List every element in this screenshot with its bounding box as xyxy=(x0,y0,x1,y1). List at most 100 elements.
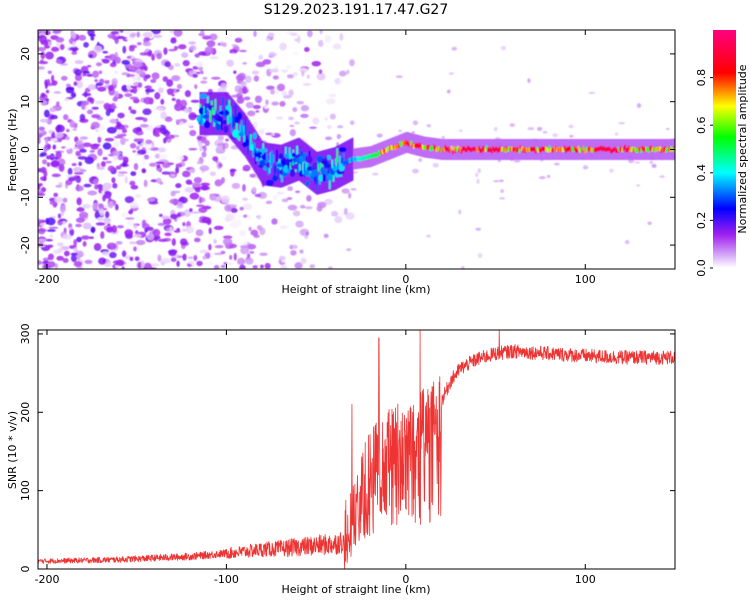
trace-core xyxy=(335,158,337,171)
noise-blob xyxy=(318,39,324,48)
trace-core xyxy=(558,147,561,152)
noise-blob xyxy=(176,89,180,92)
trace-core xyxy=(630,147,633,153)
trace-core xyxy=(397,143,400,148)
trace-core xyxy=(467,145,469,151)
trace-blob xyxy=(221,119,228,125)
noise-blob xyxy=(102,182,112,191)
trace-core xyxy=(242,126,244,135)
trace-core xyxy=(470,147,473,152)
noise-blob xyxy=(75,175,82,184)
noise-blob xyxy=(649,161,654,165)
noise-blob xyxy=(232,218,243,227)
noise-blob xyxy=(142,41,152,47)
noise-blob xyxy=(82,70,90,74)
trace-core xyxy=(356,156,359,161)
trace-core xyxy=(244,118,247,135)
trace-core xyxy=(413,144,415,149)
trace-core xyxy=(445,147,448,152)
noise-blob xyxy=(458,129,463,132)
noise-blob xyxy=(59,205,66,213)
noise-blob xyxy=(77,156,88,160)
noise-blob xyxy=(154,92,161,100)
noise-blob xyxy=(189,208,193,213)
noise-blob xyxy=(189,168,196,174)
trace-core xyxy=(532,146,535,152)
noise-blob xyxy=(102,142,112,150)
trace-core xyxy=(531,147,533,152)
noise-blob xyxy=(38,183,41,191)
noise-blob xyxy=(78,34,87,41)
noise-blob xyxy=(168,249,178,254)
noise-blob xyxy=(289,124,295,128)
noise-blob xyxy=(79,113,86,121)
noise-blob xyxy=(170,38,177,44)
trace-core xyxy=(590,147,592,152)
snr-y-tick-label: 0 xyxy=(19,566,32,573)
trace-core xyxy=(660,148,663,154)
colorbar-tick-label: 0.2 xyxy=(695,212,708,230)
noise-blob xyxy=(86,73,94,77)
noise-blob xyxy=(201,35,212,40)
trace-core xyxy=(444,145,447,150)
noise-blob xyxy=(198,140,203,148)
noise-blob xyxy=(317,201,327,209)
noise-blob xyxy=(323,233,329,239)
noise-blob xyxy=(309,126,317,129)
noise-blob xyxy=(40,51,46,60)
trace-core xyxy=(210,100,213,109)
trace-blob xyxy=(259,159,266,167)
noise-blob xyxy=(300,257,307,264)
noise-blob xyxy=(173,30,183,37)
noise-blob xyxy=(99,208,105,217)
noise-blob xyxy=(290,32,299,36)
trace-core xyxy=(635,148,638,153)
trace-core xyxy=(362,156,365,161)
noise-blob xyxy=(52,30,63,33)
noise-blob xyxy=(217,142,225,146)
noise-blob xyxy=(114,90,119,99)
trace-core xyxy=(505,146,508,151)
trace-core xyxy=(207,96,209,110)
trace-core xyxy=(576,148,579,153)
noise-blob xyxy=(636,184,641,187)
trace-core xyxy=(361,155,364,161)
noise-blob xyxy=(265,37,271,42)
noise-blob xyxy=(295,220,304,228)
noise-blob xyxy=(55,37,65,43)
noise-blob xyxy=(151,72,160,80)
noise-blob xyxy=(136,86,141,92)
noise-blob xyxy=(82,203,91,209)
noise-blob xyxy=(324,117,328,121)
noise-blob xyxy=(108,85,114,92)
trace-blob xyxy=(326,155,331,160)
noise-blob xyxy=(100,231,105,239)
noise-blob xyxy=(100,161,106,167)
trace-core xyxy=(615,148,617,153)
noise-blob xyxy=(89,149,95,153)
trace-core xyxy=(253,142,256,156)
noise-blob xyxy=(120,212,129,218)
trace-blob xyxy=(305,180,310,187)
noise-blob xyxy=(132,86,138,94)
trace-core xyxy=(489,147,492,152)
noise-blob xyxy=(73,81,78,86)
trace-core xyxy=(617,146,620,152)
noise-blob xyxy=(234,37,243,43)
trace-core xyxy=(523,146,526,152)
noise-blob xyxy=(299,204,306,209)
noise-blob xyxy=(198,196,203,204)
noise-blob xyxy=(124,229,134,237)
trace-core xyxy=(317,163,320,172)
noise-blob xyxy=(134,256,140,262)
trace-core xyxy=(271,150,273,166)
snr-y-tick-label: 200 xyxy=(19,402,32,423)
noise-blob xyxy=(213,264,220,269)
noise-blob xyxy=(42,159,48,165)
noise-blob xyxy=(155,124,161,128)
trace-core xyxy=(514,146,517,151)
noise-blob xyxy=(169,198,180,204)
noise-blob xyxy=(448,72,454,75)
trace-core xyxy=(240,120,243,133)
trace-core xyxy=(400,142,403,148)
